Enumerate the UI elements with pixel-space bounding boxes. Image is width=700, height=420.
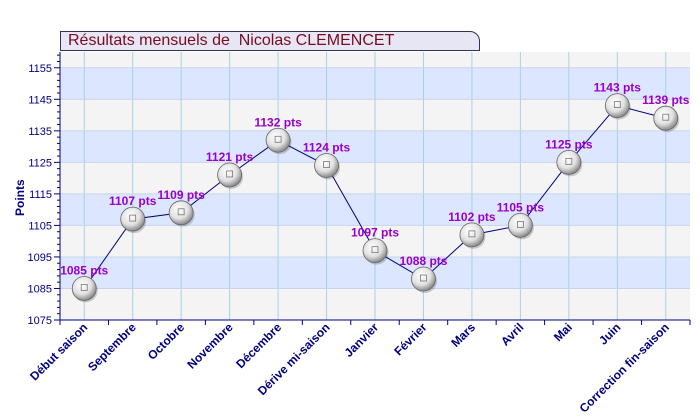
data-label: 1121 pts xyxy=(206,150,254,164)
data-point-emblem xyxy=(323,161,330,168)
x-tick-label: Novembre xyxy=(184,320,236,372)
y-tick-label: 1075 xyxy=(28,315,52,327)
data-point-emblem xyxy=(516,221,524,228)
x-tick-label: Décembre xyxy=(233,320,284,371)
data-point xyxy=(362,238,388,264)
data-label: 1124 pts xyxy=(303,141,351,155)
y-tick-label: 1085 xyxy=(28,283,52,295)
data-point-emblem xyxy=(420,274,427,282)
data-point xyxy=(556,149,582,175)
data-label: 1139 pts xyxy=(642,93,690,107)
data-label: 1143 pts xyxy=(594,81,642,95)
x-tick-label: Mars xyxy=(448,320,478,350)
data-point xyxy=(71,276,97,301)
data-label: 1132 pts xyxy=(254,115,302,129)
data-point-emblem xyxy=(129,214,137,222)
data-point xyxy=(653,105,679,131)
x-tick-label: Juin xyxy=(596,320,623,347)
data-label: 1109 pts xyxy=(157,188,205,202)
data-point xyxy=(217,162,243,188)
data-point xyxy=(265,127,291,153)
data-point-emblem xyxy=(468,230,476,238)
y-tick-label: 1135 xyxy=(28,126,52,138)
chart-title: Résultats mensuels de Nicolas CLEMENCET xyxy=(68,32,395,49)
data-label: 1125 pts xyxy=(545,137,593,151)
data-point xyxy=(120,206,146,232)
y-tick-label: 1145 xyxy=(28,94,52,106)
x-tick-label: Mai xyxy=(551,320,575,344)
data-point xyxy=(507,213,533,238)
data-point-emblem xyxy=(662,113,670,121)
y-tick-label: 1095 xyxy=(28,252,52,264)
data-label: 1097 pts xyxy=(351,226,399,240)
x-tick-label: Avril xyxy=(498,320,526,348)
chart-title-box xyxy=(60,31,480,51)
x-tick-label: Octobre xyxy=(145,320,188,363)
y-tick-label: 1115 xyxy=(29,189,52,201)
x-tick-label: Correction fin-saison xyxy=(577,320,672,415)
data-point-emblem xyxy=(613,101,621,108)
data-point xyxy=(604,93,630,118)
x-tick-label: Septembre xyxy=(85,320,139,374)
data-point-emblem xyxy=(565,157,573,165)
data-label: 1107 pts xyxy=(109,194,157,208)
data-label: 1102 pts xyxy=(448,210,496,224)
data-point-emblem xyxy=(80,284,88,291)
data-label: 1105 pts xyxy=(497,200,545,214)
data-point-emblem xyxy=(274,135,282,143)
data-point-emblem xyxy=(371,246,379,254)
data-point xyxy=(459,222,485,248)
x-tick-label: Janvier xyxy=(342,320,382,360)
y-tick-label: 1125 xyxy=(28,157,52,169)
x-tick-label: Février xyxy=(391,320,429,358)
data-label: 1085 pts xyxy=(60,263,108,277)
data-point xyxy=(168,200,194,226)
data-point-emblem xyxy=(226,170,234,178)
data-point-emblem xyxy=(177,208,185,216)
data-label: 1088 pts xyxy=(399,254,447,268)
y-tick-label: 1105 xyxy=(28,220,52,232)
data-point xyxy=(411,266,436,292)
y-axis-label: Points xyxy=(13,179,27,216)
y-tick-label: 1155 xyxy=(28,63,52,75)
x-tick-label: Début saison xyxy=(27,320,90,383)
data-point xyxy=(314,153,339,178)
